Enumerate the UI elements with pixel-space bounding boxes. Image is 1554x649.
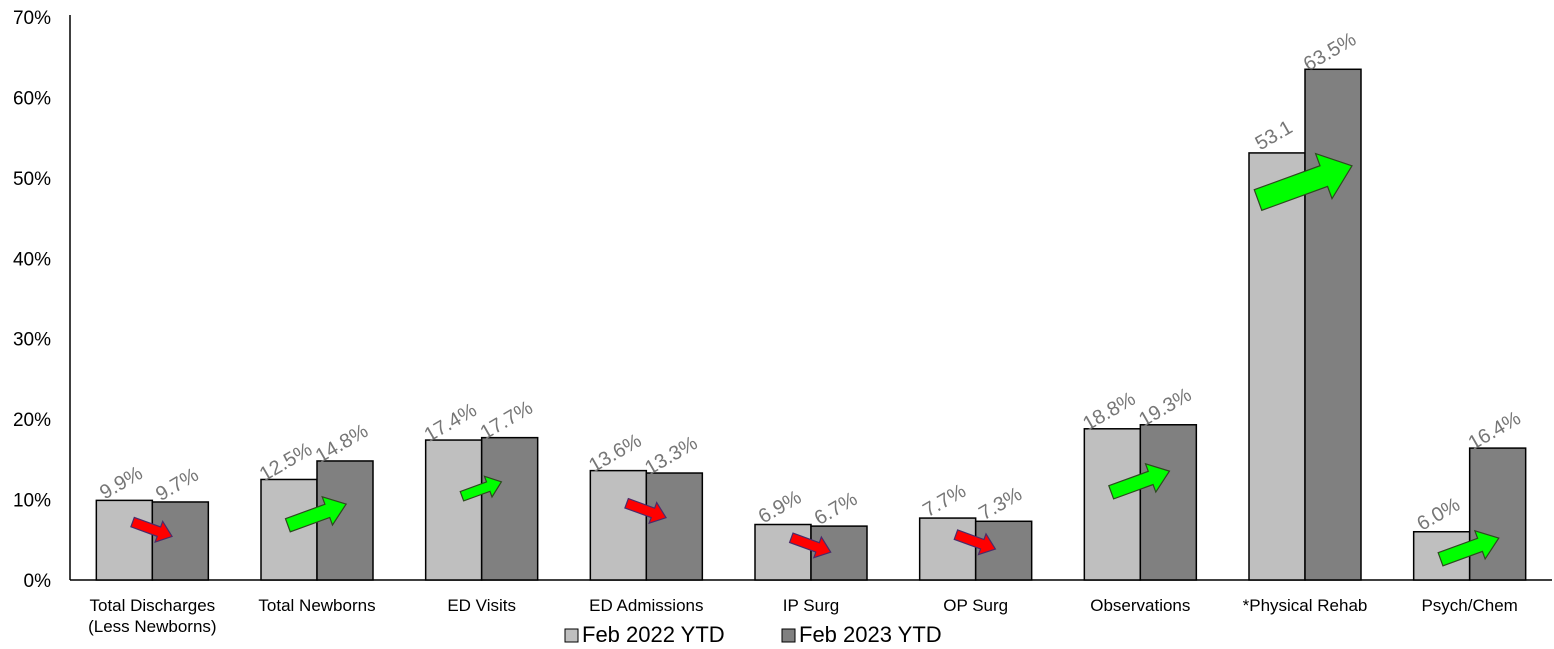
bar-feb-2022 (95, 499, 154, 581)
data-label: 6.0% (1413, 494, 1464, 536)
x-category-label: OP Surg (943, 596, 1008, 615)
bar-feb-2023 (316, 460, 374, 581)
data-label: 6.9% (755, 486, 806, 528)
bar-feb-2023 (480, 436, 539, 581)
trend-up-arrow (459, 475, 503, 502)
x-category-label: Psych/Chem (1421, 596, 1517, 615)
bar-feb-2023 (151, 501, 210, 581)
bar-feb-2023 (1468, 447, 1527, 581)
bar-feb-2022 (918, 517, 977, 581)
bar-feb-2022 (589, 469, 648, 581)
axes: 0% 10% 20% 30% 40% 50% 60% 70% Total Discharges(… (13, 8, 1552, 636)
data-label: 7.7% (919, 480, 970, 522)
y-tick-label: 40% (13, 249, 51, 270)
y-tick-label: 60% (13, 88, 51, 109)
data-label: 6.7% (811, 488, 862, 530)
legend: Feb 2022 YTD Feb 2023 YTD (564, 622, 942, 647)
data-label: 9.9% (96, 462, 147, 504)
y-tick-label: 20% (13, 410, 51, 431)
data-label: 9.7% (152, 464, 203, 506)
trend-up-arrow (1437, 529, 1500, 567)
trend-up-arrow (284, 495, 348, 533)
x-category-label: IP Surg (783, 596, 839, 615)
trend-up-arrow (1108, 462, 1171, 500)
trend-down-arrow (624, 497, 667, 525)
bar-feb-2022 (1083, 428, 1142, 581)
bars (95, 68, 1527, 581)
data-label: 53.1 (1252, 116, 1297, 155)
trend-down-arrow (130, 516, 173, 543)
bar-feb-2023 (645, 472, 704, 581)
y-tick-label: 70% (13, 8, 51, 29)
y-tick-label: 50% (13, 169, 51, 190)
x-category-label: Total Discharges (Less Newborns) (88, 596, 217, 636)
data-label: 7.3% (975, 483, 1026, 525)
trend-down-arrow (788, 532, 832, 559)
bar-feb-2023 (1139, 424, 1198, 581)
trend-up-arrow (1253, 152, 1353, 212)
x-category-label: Observations (1090, 596, 1190, 615)
bar-feb-2022 (754, 523, 812, 581)
legend-label-feb-2023: Feb 2023 YTD (799, 622, 942, 647)
bar-feb-2022 (1248, 152, 1306, 581)
y-tick-label: 30% (13, 330, 51, 351)
y-tick-label: 0% (24, 571, 52, 592)
legend-swatch-feb-2023 (781, 628, 796, 643)
y-tick-label: 10% (13, 491, 51, 512)
legend-label-feb-2022: Feb 2022 YTD (582, 622, 725, 647)
x-category-label: *Physical Rehab (1243, 596, 1368, 615)
bar-feb-2023 (1304, 68, 1362, 581)
x-category-label: ED Admissions (589, 596, 703, 615)
x-category-label: Total Newborns (258, 596, 375, 615)
trend-down-arrow (953, 529, 997, 556)
x-category-label: ED Visits (447, 596, 516, 615)
legend-swatch-feb-2022 (564, 628, 579, 643)
trend-arrows (130, 152, 1500, 567)
bar-feb-2022 (424, 439, 483, 581)
